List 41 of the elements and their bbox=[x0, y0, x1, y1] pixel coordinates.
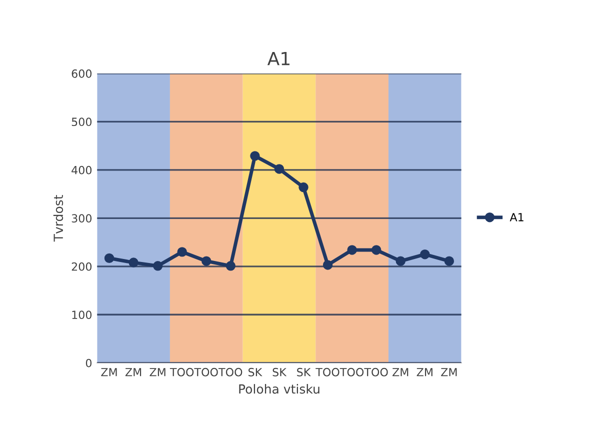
x-tick-label: SK bbox=[297, 368, 311, 376]
y-tick-label: 300 bbox=[72, 214, 92, 223]
x-tick-label: TOO bbox=[170, 368, 194, 376]
x-tick-label: ZM bbox=[441, 368, 457, 376]
y-tick-label: 600 bbox=[72, 69, 92, 78]
x-tick-label: ZM bbox=[416, 368, 432, 376]
x-tick-label: TOO bbox=[364, 368, 388, 376]
y-tick-label: 100 bbox=[72, 310, 92, 320]
point bbox=[177, 247, 187, 257]
point bbox=[202, 256, 212, 266]
y-tick-label: 400 bbox=[72, 166, 92, 174]
y-tick-label: 0 bbox=[86, 358, 92, 368]
point bbox=[322, 260, 333, 270]
point bbox=[347, 245, 357, 255]
point bbox=[371, 245, 382, 255]
x-tick-label: TOO bbox=[316, 368, 340, 376]
point bbox=[444, 256, 454, 266]
x-tick-label: TOO bbox=[340, 368, 364, 376]
point bbox=[396, 256, 406, 266]
x-tick-label: TOO bbox=[218, 368, 242, 376]
point bbox=[274, 164, 284, 174]
y-axis-title: Tvrdost bbox=[53, 194, 64, 242]
x-tick-label: ZM bbox=[150, 368, 166, 376]
point bbox=[152, 261, 163, 271]
x-tick-label: SK bbox=[248, 368, 262, 376]
x-tick-label: TOO bbox=[194, 368, 218, 376]
point bbox=[250, 151, 260, 161]
point bbox=[420, 249, 430, 260]
y-tick-label: 200 bbox=[72, 262, 92, 271]
x-tick-label: ZM bbox=[125, 368, 142, 376]
legend-label: A1 bbox=[510, 213, 524, 222]
point bbox=[298, 182, 308, 192]
point bbox=[226, 261, 236, 271]
x-tick-label: SK bbox=[272, 368, 287, 376]
x-tick-label: ZM bbox=[392, 368, 408, 376]
x-tick-label: ZM bbox=[101, 368, 117, 376]
chart-title: A1 bbox=[267, 52, 290, 66]
point bbox=[104, 253, 114, 264]
y-tick-label: 500 bbox=[72, 118, 92, 126]
x-axis-title: Poloha vtisku bbox=[239, 384, 320, 394]
point bbox=[128, 258, 138, 268]
